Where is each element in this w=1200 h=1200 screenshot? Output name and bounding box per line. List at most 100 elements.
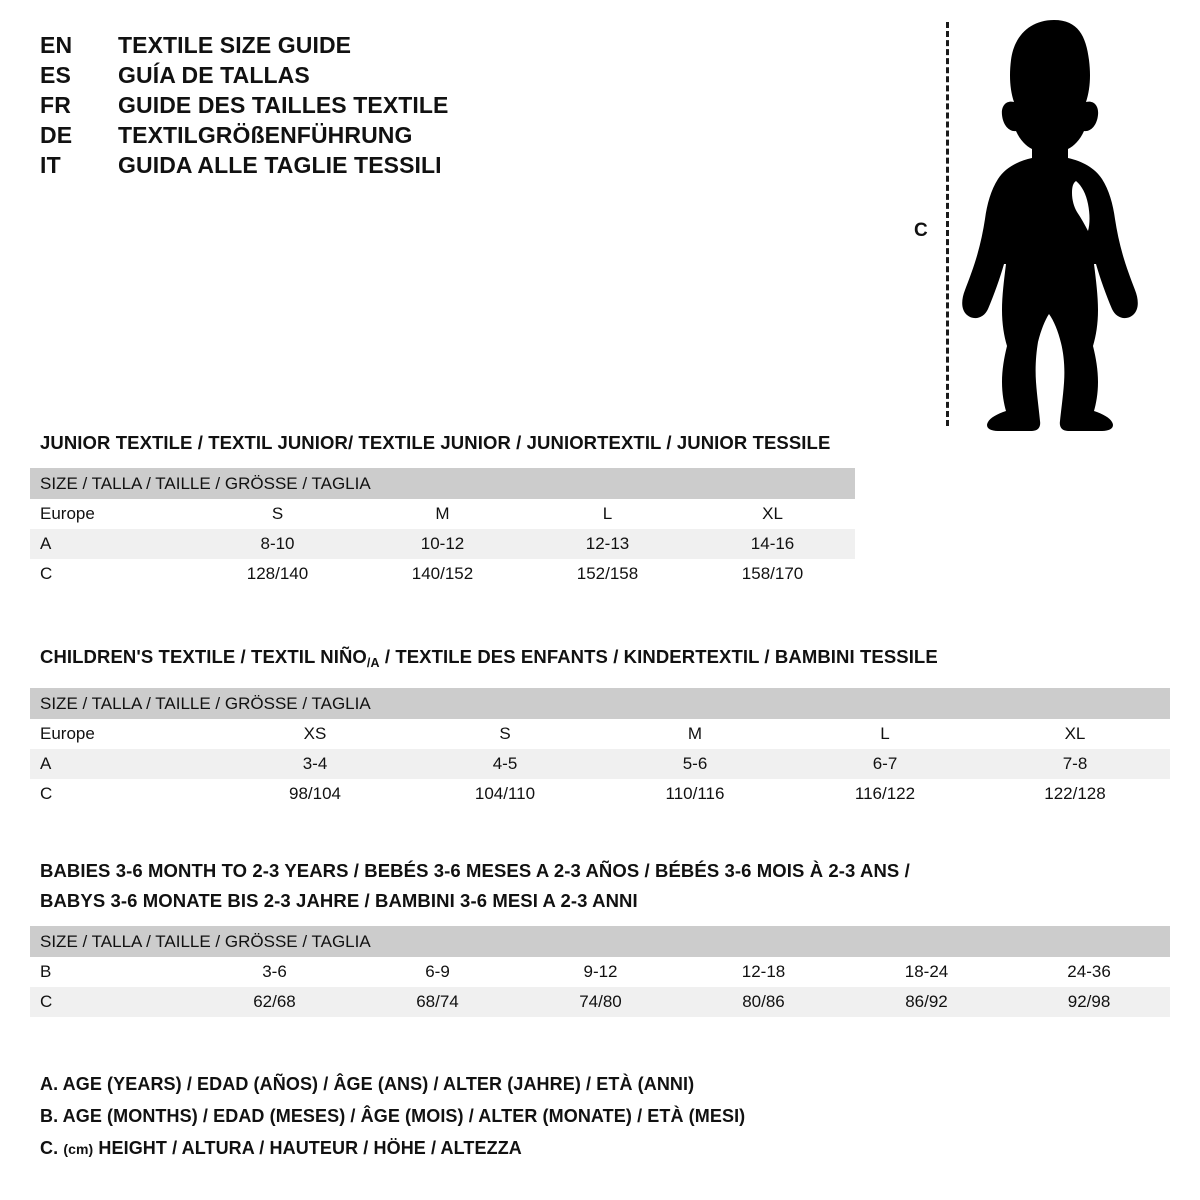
table-cell: 12-13 — [525, 529, 690, 559]
header-title-text: GUIDE DES TAILLES TEXTILE — [118, 92, 449, 118]
table-cell: 140/152 — [360, 559, 525, 589]
section-heading-children-subscript: /A — [366, 656, 380, 670]
legend-line-a: A. AGE (YEARS) / EDAD (AÑOS) / ÂGE (ANS)… — [40, 1074, 695, 1094]
table-cell: 86/92 — [845, 987, 1008, 1017]
legend-line-c-prefix: C. — [40, 1138, 64, 1158]
table-row: C 98/104 104/110 110/116 116/122 122/128 — [30, 779, 1170, 809]
legend-line-b: B. AGE (MONTHS) / EDAD (MESES) / ÂGE (MO… — [40, 1106, 746, 1126]
section-heading-babies-line1: BABIES 3-6 MONTH TO 2-3 YEARS / BEBÉS 3-… — [40, 860, 910, 881]
legend-line-c: C. (cm) HEIGHT / ALTURA / HAUTEUR / HÖHE… — [40, 1132, 840, 1165]
header-row: EN TEXTILE SIZE GUIDE — [40, 32, 600, 62]
header-row: FR GUIDE DES TAILLES TEXTILE — [40, 92, 600, 122]
table-cell: 62/68 — [193, 987, 356, 1017]
table-cell: 5-6 — [600, 749, 790, 779]
table-cell: 4-5 — [410, 749, 600, 779]
header-language-code: FR — [40, 92, 72, 118]
table-band-header-row: SIZE / TALLA / TAILLE / GRÖSSE / TAGLIA — [30, 468, 856, 499]
header-row: DE TEXTILGRÖßENFÜHRUNG — [40, 122, 600, 152]
table-cell: 92/98 — [1008, 987, 1171, 1017]
band-header-label: SIZE / TALLA / TAILLE / GRÖSSE / TAGLIA — [30, 926, 1171, 957]
header-title-text: TEXTILE SIZE GUIDE — [118, 32, 352, 58]
header-language-code: ES — [40, 62, 72, 88]
height-marker-label: C — [914, 220, 928, 241]
section-heading-children: CHILDREN'S TEXTILE / TEXTIL NIÑO/A / TEX… — [30, 642, 1170, 678]
row-label: B — [30, 957, 193, 987]
section-babies-textile: BABIES 3-6 MONTH TO 2-3 YEARS / BEBÉS 3-… — [30, 856, 1171, 1017]
table-cell: 3-6 — [193, 957, 356, 987]
size-header-cell: L — [790, 719, 980, 749]
table-cell: 6-7 — [790, 749, 980, 779]
toddler-silhouette-icon — [962, 20, 1138, 431]
junior-size-table: SIZE / TALLA / TAILLE / GRÖSSE / TAGLIA … — [30, 468, 856, 589]
header-language-code: DE — [40, 122, 73, 148]
children-size-table: SIZE / TALLA / TAILLE / GRÖSSE / TAGLIA … — [30, 688, 1170, 809]
table-cell: 6-9 — [356, 957, 519, 987]
row-label: A — [30, 749, 220, 779]
header-title-text: GUIDA ALLE TAGLIE TESSILI — [118, 152, 442, 178]
band-header-label: SIZE / TALLA / TAILLE / GRÖSSE / TAGLIA — [30, 688, 1170, 719]
section-junior-textile: JUNIOR TEXTILE / TEXTIL JUNIOR/ TEXTILE … — [30, 428, 856, 589]
table-cell: 7-8 — [980, 749, 1170, 779]
table-cell: 14-16 — [690, 529, 856, 559]
row-label: C — [30, 779, 220, 809]
size-header-cell: S — [410, 719, 600, 749]
size-header-cell: XS — [220, 719, 410, 749]
row-label: A — [30, 529, 195, 559]
height-dashed-line — [946, 22, 949, 426]
row-label: C — [30, 559, 195, 589]
header-title-text: GUÍA DE TALLAS — [118, 62, 310, 88]
header-title-text: TEXTILGRÖßENFÜHRUNG — [118, 122, 413, 148]
table-cell: 128/140 — [195, 559, 360, 589]
header-language-code: IT — [40, 152, 61, 178]
table-cell: 9-12 — [519, 957, 682, 987]
row-label: C — [30, 987, 193, 1017]
table-row: B 3-6 6-9 9-12 12-18 18-24 24-36 — [30, 957, 1171, 987]
size-header-cell: L — [525, 499, 690, 529]
height-figure-block: C — [900, 14, 1150, 434]
table-cell: 158/170 — [690, 559, 856, 589]
table-cell: 122/128 — [980, 779, 1170, 809]
section-heading-junior: JUNIOR TEXTILE / TEXTIL JUNIOR/ TEXTILE … — [40, 432, 831, 453]
header-language-code: EN — [40, 32, 73, 58]
section-heading-babies-line2: BABYS 3-6 MONATE BIS 2-3 JAHRE / BAMBINI… — [40, 890, 638, 911]
band-header-label: SIZE / TALLA / TAILLE / GRÖSSE / TAGLIA — [30, 468, 856, 499]
section-heading-children-suffix: / TEXTILE DES ENFANTS / KINDERTEXTIL / B… — [379, 646, 938, 667]
size-header-cell: M — [600, 719, 790, 749]
table-band-header-row: SIZE / TALLA / TAILLE / GRÖSSE / TAGLIA — [30, 926, 1171, 957]
table-cell: 74/80 — [519, 987, 682, 1017]
section-heading-children-prefix: CHILDREN'S TEXTILE / TEXTIL NIÑO — [40, 646, 367, 667]
table-row: C 128/140 140/152 152/158 158/170 — [30, 559, 856, 589]
language-header-block: EN TEXTILE SIZE GUIDE ES GUÍA DE TALLAS … — [40, 32, 600, 182]
table-cell: 110/116 — [600, 779, 790, 809]
table-cell: 8-10 — [195, 529, 360, 559]
size-header-cell: XL — [690, 499, 856, 529]
legend-block: A. AGE (YEARS) / EDAD (AÑOS) / ÂGE (ANS)… — [40, 1068, 840, 1165]
table-cell: 10-12 — [360, 529, 525, 559]
legend-line-c-suffix: HEIGHT / ALTURA / HAUTEUR / HÖHE / ALTEZ… — [93, 1138, 522, 1158]
table-cell: 98/104 — [220, 779, 410, 809]
table-cell: 12-18 — [682, 957, 845, 987]
table-cell: 104/110 — [410, 779, 600, 809]
table-row: C 62/68 68/74 74/80 80/86 86/92 92/98 — [30, 987, 1171, 1017]
table-row-sizes: Europe XS S M L XL — [30, 719, 1170, 749]
babies-size-table: SIZE / TALLA / TAILLE / GRÖSSE / TAGLIA … — [30, 926, 1171, 1017]
table-cell: 68/74 — [356, 987, 519, 1017]
size-header-cell: XL — [980, 719, 1170, 749]
table-cell: 3-4 — [220, 749, 410, 779]
table-cell: 116/122 — [790, 779, 980, 809]
table-cell: 152/158 — [525, 559, 690, 589]
header-row: IT GUIDA ALLE TAGLIE TESSILI — [40, 152, 600, 182]
region-label: Europe — [30, 499, 195, 529]
section-childrens-textile: CHILDREN'S TEXTILE / TEXTIL NIÑO/A / TEX… — [30, 642, 1170, 809]
table-cell: 18-24 — [845, 957, 1008, 987]
table-cell: 24-36 — [1008, 957, 1171, 987]
table-cell: 80/86 — [682, 987, 845, 1017]
table-band-header-row: SIZE / TALLA / TAILLE / GRÖSSE / TAGLIA — [30, 688, 1170, 719]
header-row: ES GUÍA DE TALLAS — [40, 62, 600, 92]
region-label: Europe — [30, 719, 220, 749]
legend-line-c-unit: (cm) — [63, 1141, 94, 1157]
table-row: A 8-10 10-12 12-13 14-16 — [30, 529, 856, 559]
table-row-sizes: Europe S M L XL — [30, 499, 856, 529]
size-header-cell: S — [195, 499, 360, 529]
table-row: A 3-4 4-5 5-6 6-7 7-8 — [30, 749, 1170, 779]
